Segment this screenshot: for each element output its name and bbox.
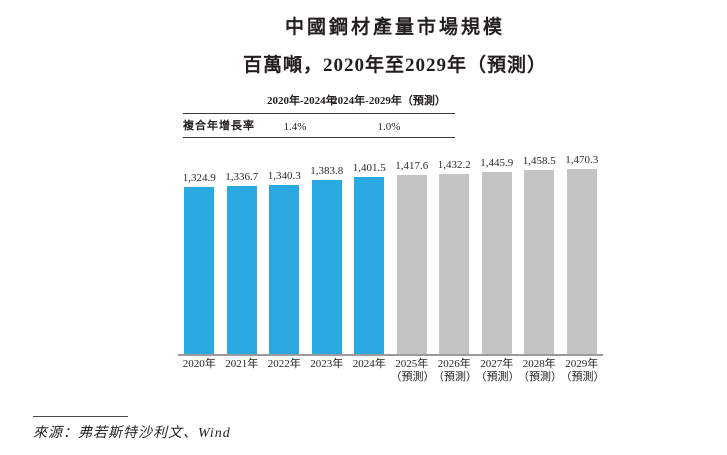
- x-axis-label: 2023年: [310, 358, 344, 370]
- bar-value-label: 1,470.3: [565, 153, 599, 166]
- x-axis-label-note: （預測）: [433, 371, 477, 383]
- x-axis-label: 2024年: [352, 358, 386, 370]
- bar-column: 1,432.2: [433, 140, 476, 354]
- cagr-period-1-label: 2020年-2024年: [267, 95, 337, 107]
- bar: [481, 171, 512, 354]
- bar-value-label: 1,401.5: [352, 162, 386, 175]
- x-axis-label: 2029年 （預測）: [560, 358, 605, 383]
- bar: [439, 173, 470, 354]
- x-axis-label: 2026年 （預測）: [433, 358, 477, 383]
- bar-column: 1,340.3: [263, 140, 306, 354]
- cagr-period-2-label: 2024年-2029年（預測）: [332, 95, 446, 107]
- bar-column: 1,324.9: [178, 140, 221, 354]
- bar: [354, 177, 385, 354]
- page-title: 中國鋼材產量市場規模: [284, 17, 505, 38]
- bar-column: 1,417.6: [391, 140, 434, 354]
- cagr-value-2: 1.0%: [377, 121, 401, 133]
- source-text: 來源：弗若斯特沙利文、Wind: [33, 426, 231, 441]
- bar-value-label: 1,417.6: [395, 160, 429, 173]
- bar-value-label: 1,340.3: [267, 170, 301, 183]
- x-axis-label: 2027年 （預測）: [475, 358, 520, 383]
- x-axis-label: 2021年: [225, 358, 259, 370]
- plot-area: 1,324.9 1,336.7 1,340.3 1,383.8 1,401.5 1,417…: [178, 140, 603, 356]
- x-axis-label: 2028年 （預測）: [518, 358, 562, 383]
- page-subtitle: 百萬噸，2020年至2029年（預測）: [242, 55, 547, 76]
- x-axis-label-note: （預測）: [560, 371, 605, 383]
- bar-column: 1,458.5: [518, 140, 561, 354]
- bar-value-label: 1,336.7: [225, 170, 259, 183]
- bar-value-label: 1,458.5: [522, 155, 556, 168]
- x-axis-label-note: （預測）: [390, 371, 435, 383]
- cagr-row-label: 複合年增長率: [183, 120, 255, 132]
- chart-header: 中國鋼材產量市場規模 百萬噸，2020年至2029年（預測）: [160, 12, 630, 77]
- cagr-data-row: 複合年增長率 1.4% 1.0%: [183, 114, 455, 138]
- cagr-value-1: 1.4%: [283, 121, 307, 133]
- bar: [226, 185, 257, 354]
- x-axis-labels: 2020年 2021年 2022年 2023年 2024年 2025年 （預測） 2026年（…: [178, 358, 605, 384]
- bar: [524, 170, 555, 354]
- x-axis-label: 2020年: [182, 358, 216, 370]
- bar-column: 1,383.8: [306, 140, 349, 354]
- bar-value-label: 1,383.8: [310, 164, 344, 177]
- x-axis-label: 2025年 （預測）: [390, 358, 435, 383]
- cagr-table: 2020年-2024年 2024年-2029年（預測） 複合年增長率 1.4% …: [183, 92, 455, 138]
- bar-value-label: 1,432.2: [437, 158, 471, 171]
- bar-column: 1,401.5: [348, 140, 391, 354]
- x-axis-label-note: （預測）: [518, 371, 562, 383]
- x-axis-label: 2022年: [267, 358, 301, 370]
- bar-column: 1,336.7: [221, 140, 264, 354]
- source-divider: [33, 416, 128, 417]
- bar: [396, 175, 427, 354]
- bar: [184, 187, 215, 354]
- cagr-header-row: 2020年-2024年 2024年-2029年（預測）: [183, 92, 455, 114]
- bar-column: 1,445.9: [476, 140, 519, 354]
- bar-column: 1,470.3: [561, 140, 604, 354]
- bar: [311, 179, 342, 354]
- x-axis-label-note: （預測）: [475, 371, 520, 383]
- bar: [269, 185, 300, 354]
- bar: [566, 168, 597, 354]
- bar-value-label: 1,445.9: [480, 156, 514, 169]
- bar-value-label: 1,324.9: [182, 172, 216, 185]
